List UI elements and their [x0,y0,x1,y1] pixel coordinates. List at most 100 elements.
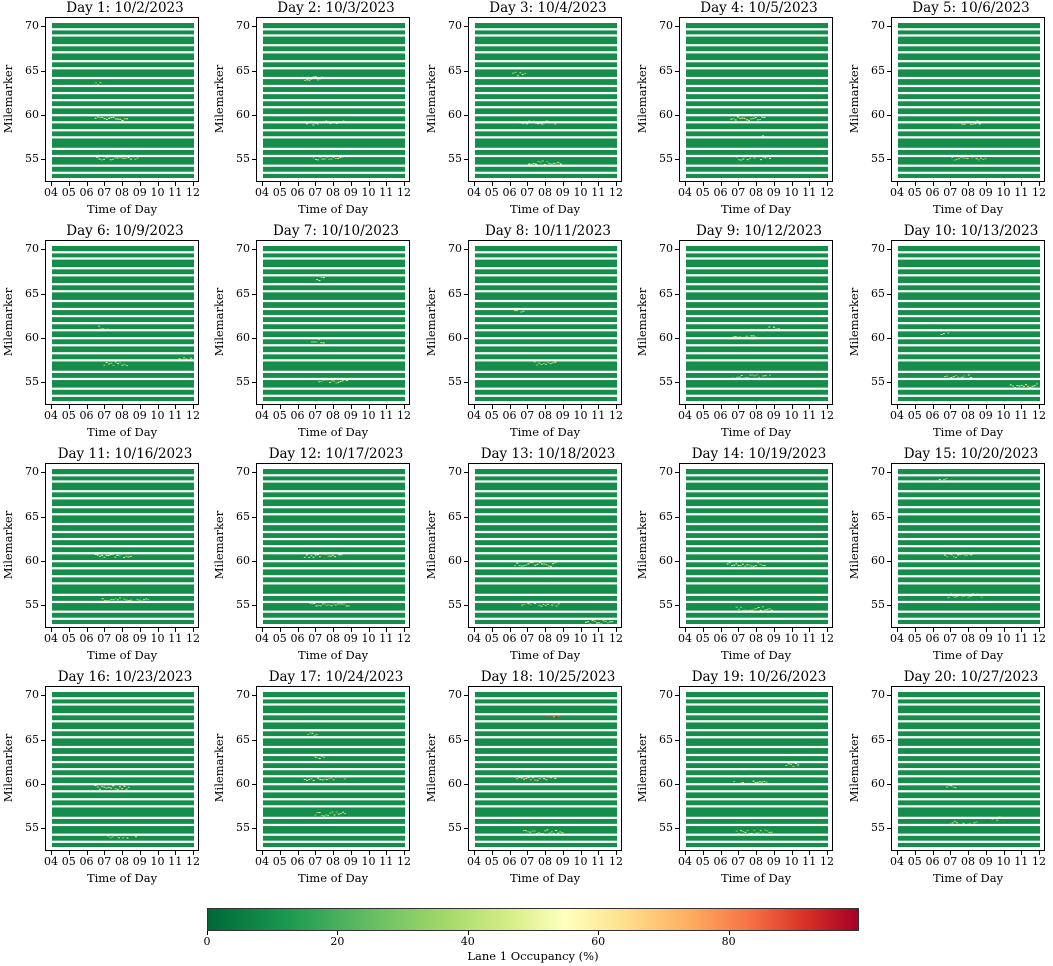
congestion-cell [536,779,539,781]
x-tick-label: 12 [820,632,834,645]
missing-data-row [52,703,194,706]
missing-data-row [686,337,828,340]
y-tick-mark [252,26,256,28]
congestion-cell [335,811,338,813]
missing-data-row [52,552,194,555]
x-tick-mark [756,628,757,632]
congestion-cell [996,819,999,821]
missing-data-row [686,251,828,254]
y-tick-mark [41,70,45,72]
congestion-cell [761,564,764,566]
y-tick-mark [464,293,468,295]
missing-data-row [263,106,405,109]
missing-data-row [898,833,1040,836]
congestion-cell [110,117,113,119]
x-tick-mark [827,405,828,409]
congestion-cell [346,380,348,382]
congestion-cell [542,603,545,605]
y-tick-label: 60 [448,554,462,567]
missing-data-row [263,703,405,706]
x-tick-label: 04 [44,409,58,422]
congestion-cell [602,620,605,622]
congestion-cell [112,116,115,118]
congestion-cell [308,557,310,558]
y-tick-mark [887,293,891,295]
heatmap-svg [263,23,405,178]
congestion-cell [521,604,523,606]
x-tick-mark [773,182,775,186]
x-axis-label: Time of Day [86,202,158,216]
congestion-cell [312,157,315,159]
missing-data-row [475,359,617,362]
missing-data-row [52,497,194,500]
x-tick-mark [685,405,686,409]
congestion-cell [980,157,982,159]
y-tick-mark [252,382,256,384]
missing-data-row [898,99,1040,102]
missing-data-row [475,474,617,477]
x-tick-label: 05 [484,855,499,868]
congestion-cell [105,118,108,120]
y-tick-mark [887,159,891,161]
congestion-cell [329,812,332,814]
y-tick-mark [675,784,679,785]
missing-data-row [263,387,405,390]
congestion-cell [531,777,534,779]
congestion-cell [103,364,106,366]
missing-data-row [52,729,194,732]
missing-data-row [686,274,828,277]
y-tick-label: 70 [448,242,462,256]
congestion-cell [555,162,558,164]
congestion-cell [750,565,753,567]
missing-data-row [686,154,828,158]
missing-data-row [686,257,828,260]
y-tick-mark [887,249,891,251]
missing-data-row [475,567,617,570]
missing-data-row [686,171,828,174]
missing-data-row [263,147,405,150]
congestion-cell [340,554,343,556]
x-tick-mark [86,628,88,632]
congestion-cell [754,117,757,119]
missing-data-row [686,567,828,570]
y-axis-label: Milemarker [635,510,649,580]
congestion-cell [105,787,108,789]
missing-data-row [475,736,617,739]
missing-data-row [52,91,194,95]
congestion-cell [970,377,972,379]
x-tick-label: 10 [150,632,165,645]
congestion-cell [589,623,592,625]
missing-data-row [52,753,194,757]
y-tick-label: 65 [448,509,462,523]
x-tick-label: 12 [186,409,200,422]
missing-data-row [475,490,617,493]
y-tick-mark [41,561,45,562]
panel-title: Day 18: 10/25/2023 [480,669,616,685]
colorbar-tick-label: 20 [330,935,345,948]
congestion-cell [117,118,119,120]
congestion-cell [768,831,771,833]
congestion-cell [339,603,342,605]
missing-data-row [475,805,617,808]
y-axis-label: Milemarker [212,287,226,357]
congestion-cell [971,157,974,159]
congestion-cell [554,562,557,564]
panel-title: Day 2: 10/3/2023 [277,0,395,16]
congestion-cell [118,837,120,839]
congestion-cell [591,619,594,621]
x-tick-label: 11 [379,632,394,645]
congestion-cell [559,163,562,165]
congestion-cell [978,123,981,125]
missing-data-row [898,490,1040,493]
congestion-cell [103,158,106,160]
congestion-cell [945,478,948,480]
y-tick-label: 70 [25,19,39,33]
panel-title: Day 5: 10/6/2023 [912,0,1030,16]
y-tick-mark [887,115,891,116]
heatmap-panel: Day 5: 10/6/2023 Milemarker 55 60 65 70 04 05 06… [847,0,1053,216]
missing-data-row [475,729,617,732]
missing-data-row [898,497,1040,500]
x-tick-mark [368,405,370,409]
y-tick-label: 60 [871,554,885,567]
missing-data-row [898,91,1040,95]
